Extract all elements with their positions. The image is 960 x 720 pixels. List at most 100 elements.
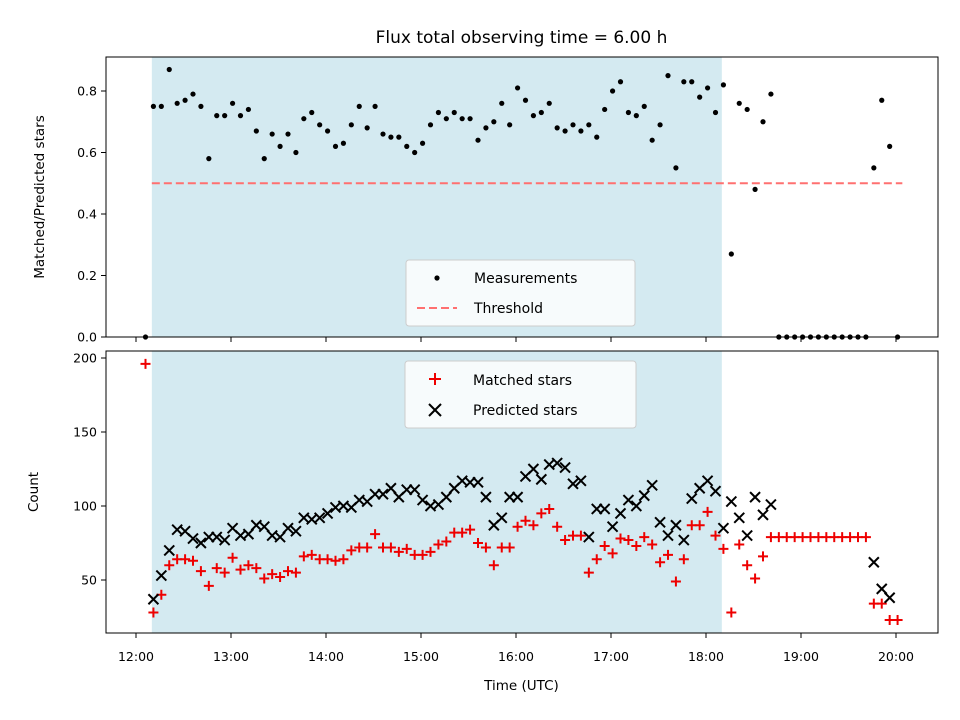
measurements-point xyxy=(625,109,632,116)
measurements-point xyxy=(214,113,220,119)
matched-stars-point xyxy=(670,576,681,587)
matched-stars-point xyxy=(647,539,658,550)
measurements-point xyxy=(253,128,259,134)
measurements-point xyxy=(198,103,204,109)
measurements-point xyxy=(602,106,608,113)
measurements-point xyxy=(657,122,663,128)
matched-stars-point xyxy=(235,564,246,575)
predicted-stars-point xyxy=(686,492,698,505)
chart-title: Flux total observing time = 6.00 h xyxy=(376,28,668,48)
matched-stars-point xyxy=(283,566,293,577)
x-tick-label: 19:00 xyxy=(783,649,819,664)
predicted-stars-point xyxy=(551,457,563,469)
predicted-stars-point xyxy=(709,485,722,497)
measurements-point xyxy=(483,125,489,131)
ratio-y-axis-title: Matched/Predicted stars xyxy=(32,115,48,278)
measurements-point xyxy=(586,122,592,128)
measurement-points xyxy=(142,66,901,340)
matched-stars-point xyxy=(148,607,159,618)
matched-stars-point xyxy=(259,573,270,584)
measurements-point xyxy=(570,122,576,128)
measurements-point xyxy=(609,88,616,94)
measurements-point xyxy=(419,140,426,146)
matched-stars-point xyxy=(702,506,713,517)
ratio-panel: 0.00.20.40.60.8 Matched/Predicted stars … xyxy=(32,56,939,345)
matched-stars-point xyxy=(742,560,753,571)
matched-stars-point xyxy=(275,572,286,583)
measurements-point xyxy=(317,122,323,128)
measurements-point xyxy=(712,109,719,116)
x-tick-label: 18:00 xyxy=(688,649,724,664)
measurements-point xyxy=(578,128,584,134)
measurements-point xyxy=(697,94,703,100)
measurements-point xyxy=(229,100,236,106)
predicted-stars-point xyxy=(496,512,508,524)
predicted-stars-point xyxy=(559,461,571,474)
count-panel: 50 100 150 200 12:00 13:00 14:00 15:00 16:00 17:… xyxy=(26,350,939,694)
matched-stars-point xyxy=(710,530,721,541)
x-tick-label: 16:00 xyxy=(498,649,534,664)
y-tick-label: 100 xyxy=(73,499,97,514)
measurements-point xyxy=(554,125,560,131)
measurements-point xyxy=(285,131,291,137)
matched-stars-point xyxy=(678,554,689,565)
measurements-point xyxy=(507,122,513,128)
x-tick-label: 20:00 xyxy=(878,649,914,664)
predicted-stars-point xyxy=(147,593,160,605)
predicted-stars-point xyxy=(416,494,429,506)
predicted-stars-point xyxy=(321,507,334,520)
predicted-stars-point xyxy=(480,491,492,503)
predicted-stars-point xyxy=(725,495,738,508)
y-tick-label: 50 xyxy=(81,573,97,588)
measurements-point xyxy=(530,113,537,119)
matched-stars-point xyxy=(203,580,214,591)
matched-stars-point xyxy=(544,503,555,514)
matched-stars-point xyxy=(338,554,349,565)
measurements-point xyxy=(206,156,212,162)
matched-stars-point xyxy=(140,358,151,369)
measurements-point xyxy=(324,128,331,134)
measurements-point xyxy=(340,140,347,146)
measurements-point xyxy=(760,119,766,125)
measurements-point xyxy=(681,79,687,85)
x-axis-title: Time (UTC) xyxy=(483,678,559,694)
y-tick-label: 0.6 xyxy=(77,145,97,160)
predicted-stars-point xyxy=(765,498,777,511)
measurements-point xyxy=(871,165,877,171)
measurements-point xyxy=(451,109,457,116)
count-plot-frame xyxy=(105,350,939,634)
measurements-point xyxy=(522,97,529,103)
matched-stars-point xyxy=(663,549,673,560)
measurements-point xyxy=(665,73,671,79)
y-tick-label: 0.4 xyxy=(77,207,97,222)
matched-stars-point xyxy=(417,549,428,560)
matched-stars-point xyxy=(393,546,404,557)
predicted-stars-point xyxy=(567,478,579,490)
measurements-point xyxy=(261,156,267,162)
matched-stars-point xyxy=(267,569,278,580)
predicted-stars-point xyxy=(883,592,896,604)
y-tick-label: 200 xyxy=(73,351,97,366)
measurements-legend-label: Measurements xyxy=(474,271,577,287)
matched-stars-point xyxy=(591,554,602,565)
predicted-stars-point xyxy=(868,556,880,568)
predicted-stars-point xyxy=(717,522,730,534)
matched-stars-point xyxy=(750,573,761,584)
measurements-point xyxy=(887,143,893,149)
measurements-point xyxy=(546,100,552,106)
measurements-point xyxy=(348,122,354,128)
measurements-point xyxy=(459,116,465,122)
matched-stars-point xyxy=(330,555,341,566)
matched-stars-point xyxy=(322,554,333,565)
matched-legend-marker xyxy=(429,373,441,385)
count-legend: Matched stars Predicted stars xyxy=(404,360,637,429)
predicted-stars-point xyxy=(527,463,540,475)
matched-stars-point xyxy=(623,535,634,546)
matched-stars-point xyxy=(211,563,222,574)
measurements-point xyxy=(388,134,394,140)
matched-stars-point xyxy=(473,538,483,548)
matched-stars-point xyxy=(188,555,198,566)
measurements-point xyxy=(182,97,188,103)
measurements-point xyxy=(427,122,434,128)
measurements-point xyxy=(269,131,275,137)
